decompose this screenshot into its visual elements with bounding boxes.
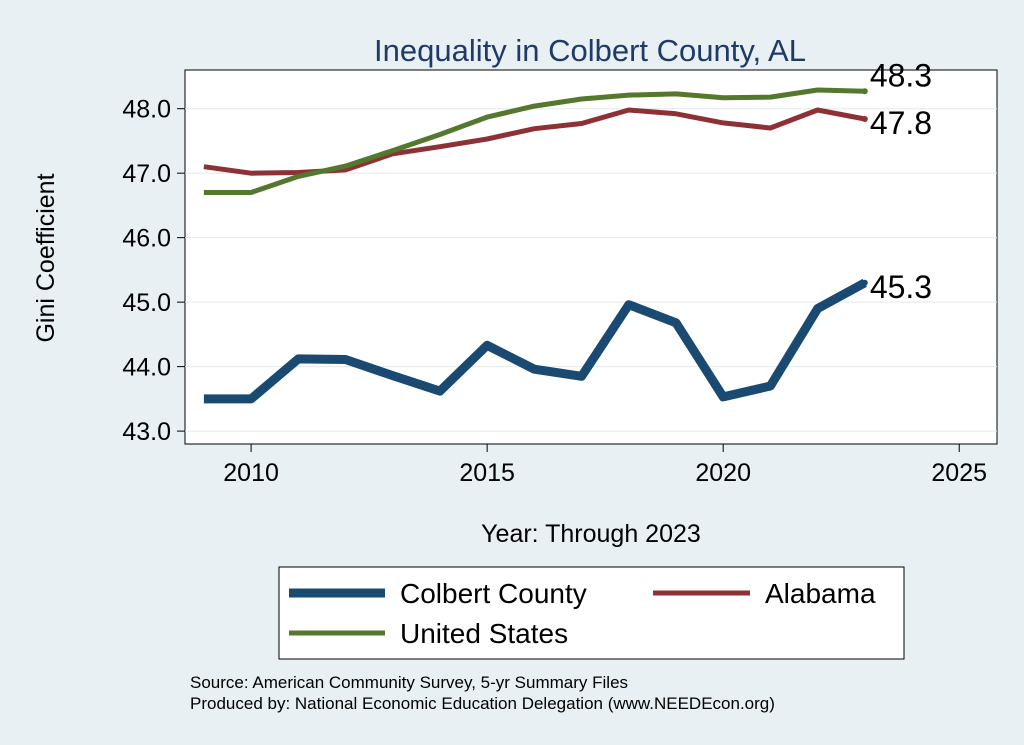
legend-label-colbert: Colbert County bbox=[400, 578, 587, 609]
x-tick-label: 2015 bbox=[459, 459, 515, 487]
y-tick-label: 48.0 bbox=[122, 96, 171, 124]
end-label-colbert-county: 45.3 bbox=[870, 269, 932, 305]
end-marker-united-states bbox=[861, 88, 868, 95]
source-line-2: Produced by: National Economic Education… bbox=[190, 694, 775, 713]
legend-label-us: United States bbox=[400, 618, 568, 649]
source-line-1: Source: American Community Survey, 5-yr … bbox=[190, 673, 628, 692]
x-tick-label: 2010 bbox=[223, 459, 279, 487]
end-marker-colbert-county bbox=[861, 279, 868, 286]
end-labels: 45.3 47.8 48.3 bbox=[870, 57, 932, 305]
x-axis-label: Year: Through 2023 bbox=[481, 520, 701, 548]
end-label-united-states: 48.3 bbox=[870, 57, 932, 93]
plot-area bbox=[184, 69, 998, 445]
series-line-united-states bbox=[203, 87, 865, 195]
end-marker-alabama bbox=[861, 116, 868, 123]
x-tick-label: 2025 bbox=[931, 459, 987, 487]
axes: 43.0 44.0 45.0 46.0 47.0 48.0 2010 2015 2020 2025 bbox=[122, 96, 987, 487]
y-tick-label: 45.0 bbox=[122, 289, 171, 317]
legend-label-alabama: Alabama bbox=[765, 578, 876, 609]
y-tick-label: 47.0 bbox=[122, 160, 171, 188]
series-line-colbert-county bbox=[203, 278, 867, 404]
legend-box bbox=[278, 566, 905, 660]
chart-title: Inequality in Colbert County, AL bbox=[374, 33, 806, 68]
x-tick-label: 2020 bbox=[695, 459, 751, 487]
y-tick-label: 44.0 bbox=[122, 354, 171, 382]
end-label-alabama: 47.8 bbox=[870, 105, 932, 141]
y-axis-label: Gini Coefficient bbox=[32, 173, 60, 342]
series-lines bbox=[203, 87, 868, 404]
y-tick-label: 46.0 bbox=[122, 225, 171, 253]
y-tick-label: 43.0 bbox=[122, 418, 171, 446]
